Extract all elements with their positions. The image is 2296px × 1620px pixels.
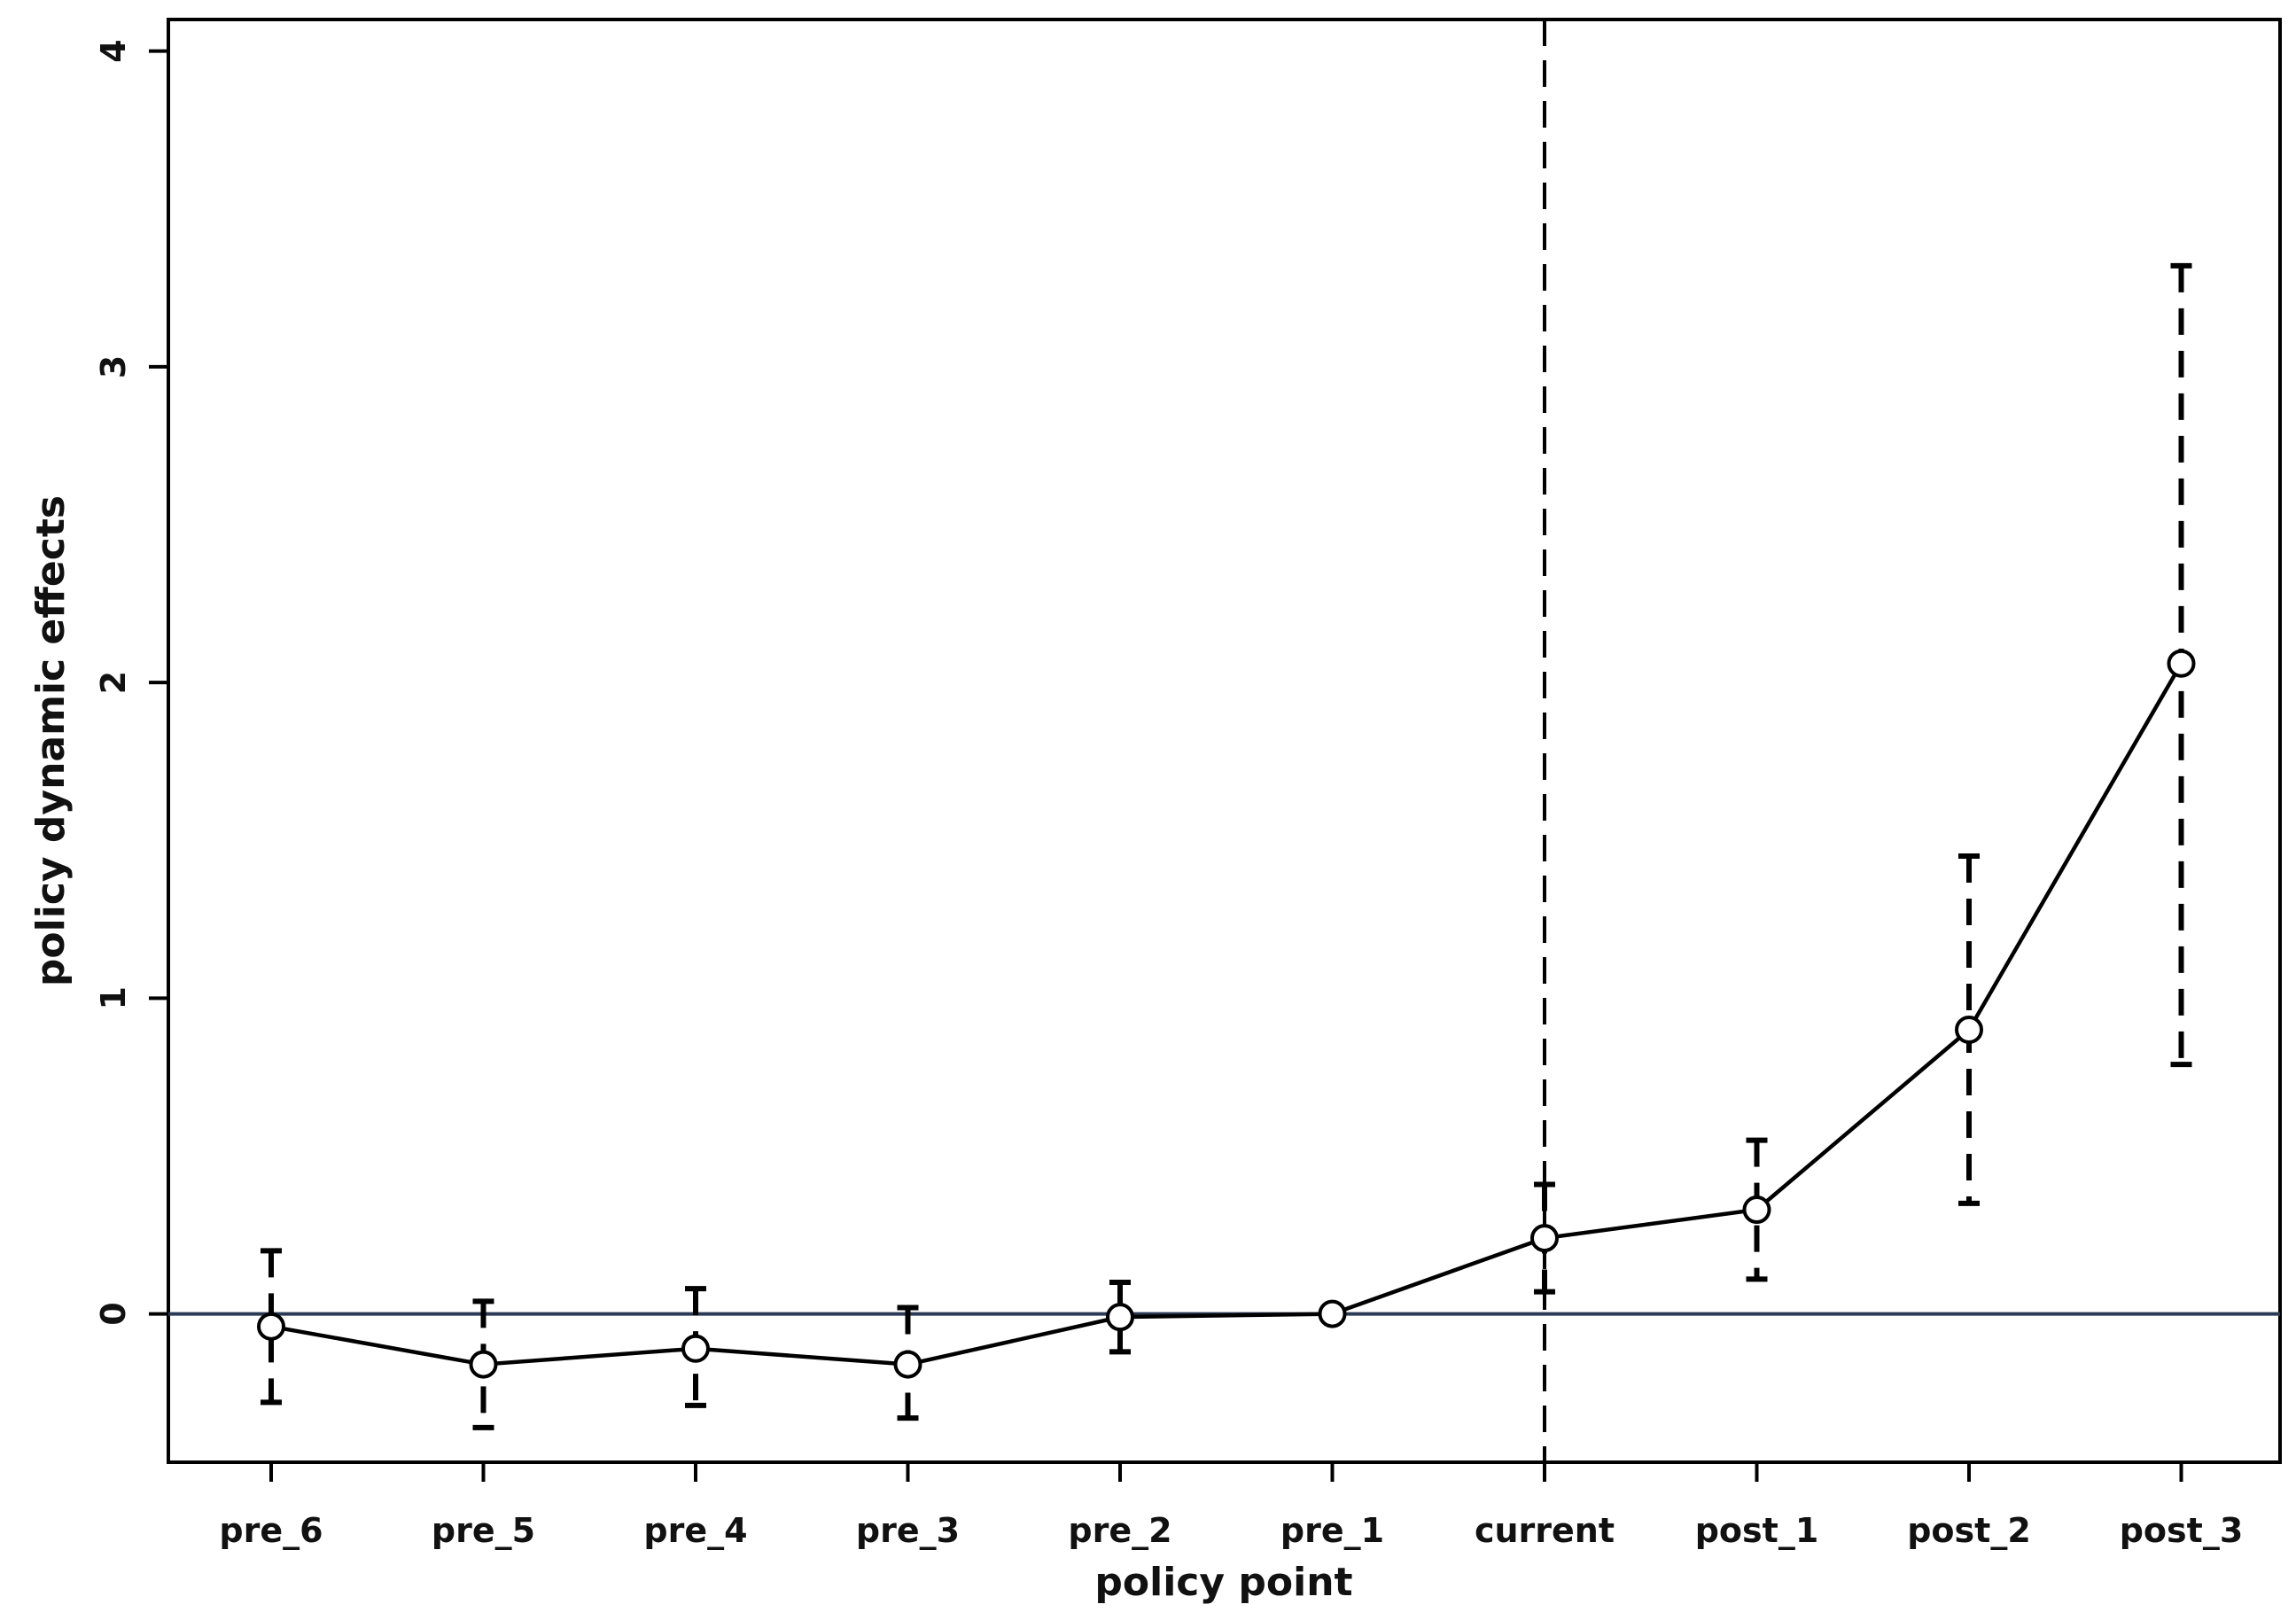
data-point: [469, 1350, 498, 1379]
data-point: [1742, 1196, 1771, 1225]
plot-frame: [167, 18, 2282, 1464]
y-tick-label: 1: [94, 986, 133, 1009]
x-tick-label: pre_3: [856, 1511, 960, 1550]
x-tick-label: pre_4: [643, 1511, 747, 1550]
y-axis-title: policy dynamic effects: [28, 495, 74, 986]
y-tick-label: 4: [94, 39, 133, 62]
x-axis-title: policy point: [1094, 1560, 1352, 1605]
axes: 0 1 2 3 4 pre_6 pre_5 pre_4 pre_3 pre_2 pre_1 curre…: [94, 39, 2243, 1550]
data-point: [257, 1312, 285, 1341]
x-tick-label: current: [1475, 1511, 1615, 1550]
y-tick-label: 2: [94, 671, 133, 694]
data-point: [681, 1334, 710, 1363]
y-tick-label: 0: [94, 1302, 133, 1325]
x-tick-label: pre_5: [432, 1511, 535, 1550]
x-tick-label: pre_1: [1280, 1511, 1384, 1550]
x-tick-label: post_1: [1695, 1511, 1819, 1550]
data-point: [1318, 1299, 1347, 1328]
chart-marks: [168, 19, 2280, 1462]
data-point: [2167, 649, 2196, 678]
data-point: [1530, 1224, 1559, 1253]
x-tick-label: post_2: [1907, 1511, 2031, 1550]
x-tick-label: pre_6: [219, 1511, 323, 1550]
series-line: [270, 662, 2183, 1367]
x-tick-label: pre_2: [1068, 1511, 1171, 1550]
data-point: [1955, 1015, 1983, 1044]
data-point: [893, 1350, 922, 1379]
y-tick-label: 3: [94, 355, 133, 378]
data-point: [1106, 1303, 1134, 1332]
x-tick-label: post_3: [2120, 1511, 2244, 1550]
